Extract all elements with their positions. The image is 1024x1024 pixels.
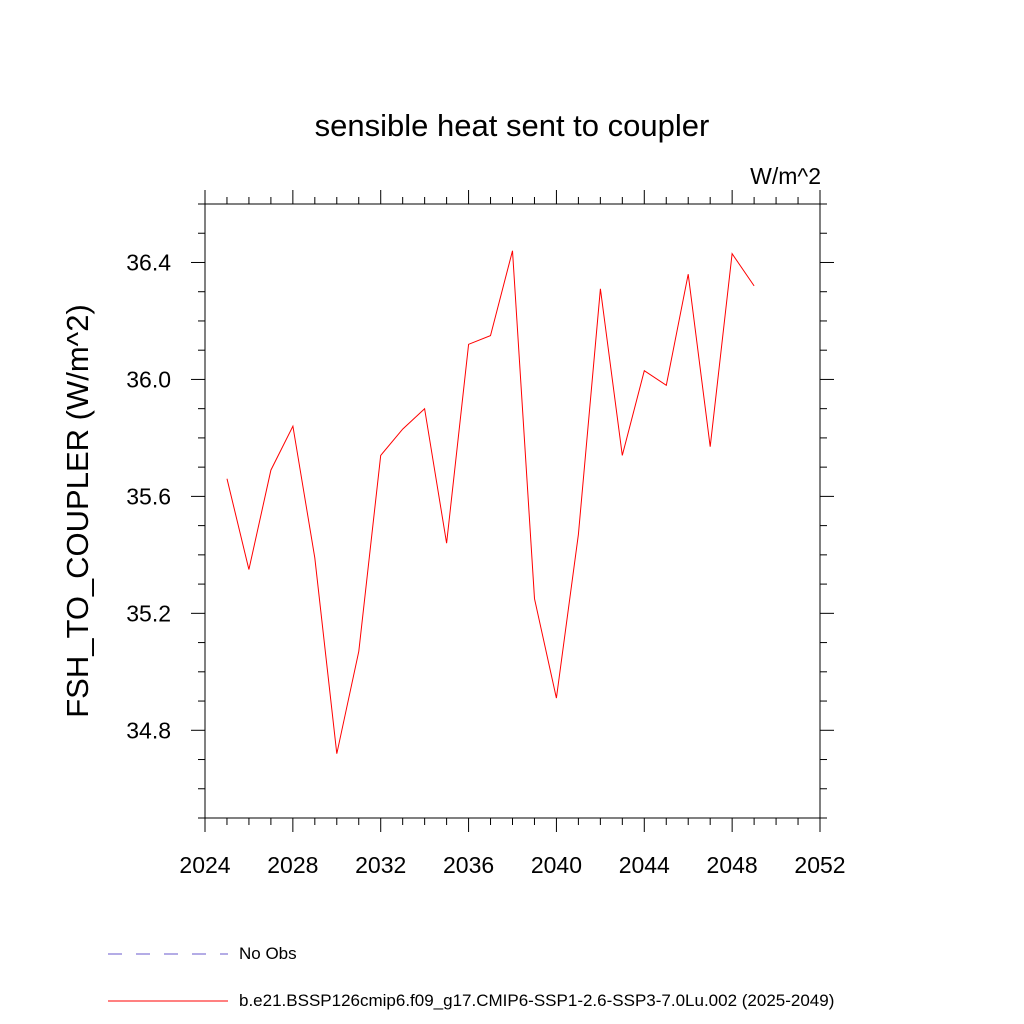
x-tick-label: 2032 [355, 852, 406, 878]
y-tick-label: 35.2 [126, 600, 171, 626]
ticks: 2024 2028 2032 2036 2040 2044 2048 2052 34.8 35.2… [126, 190, 846, 878]
x-tick-label: 2048 [707, 852, 758, 878]
legend-label-no-obs: No Obs [239, 944, 297, 963]
x-tick-label: 2024 [179, 852, 230, 878]
legend-label-series: b.e21.BSSP126cmip6.f09_g17.CMIP6-SSP1-2.… [239, 991, 834, 1010]
x-tick-label: 2052 [794, 852, 845, 878]
y-tick-label: 34.8 [126, 717, 171, 743]
legend: No Obs b.e21.BSSP126cmip6.f09_g17.CMIP6-… [108, 944, 834, 1010]
x-tick-label: 2040 [531, 852, 582, 878]
x-tick-label: 2044 [619, 852, 670, 878]
series-layer [226, 250, 755, 754]
x-tick-label: 2036 [443, 852, 494, 878]
units-label: W/m^2 [750, 163, 821, 189]
x-tick-label: 2028 [267, 852, 318, 878]
y-tick-label: 36.0 [126, 366, 171, 392]
chart-title: sensible heat sent to coupler [315, 108, 710, 143]
y-tick-label: 36.4 [126, 249, 171, 275]
y-tick-label: 35.6 [126, 483, 171, 509]
y-axis-label: FSH_TO_COUPLER (W/m^2) [60, 304, 95, 718]
series-line-0 [226, 250, 755, 754]
